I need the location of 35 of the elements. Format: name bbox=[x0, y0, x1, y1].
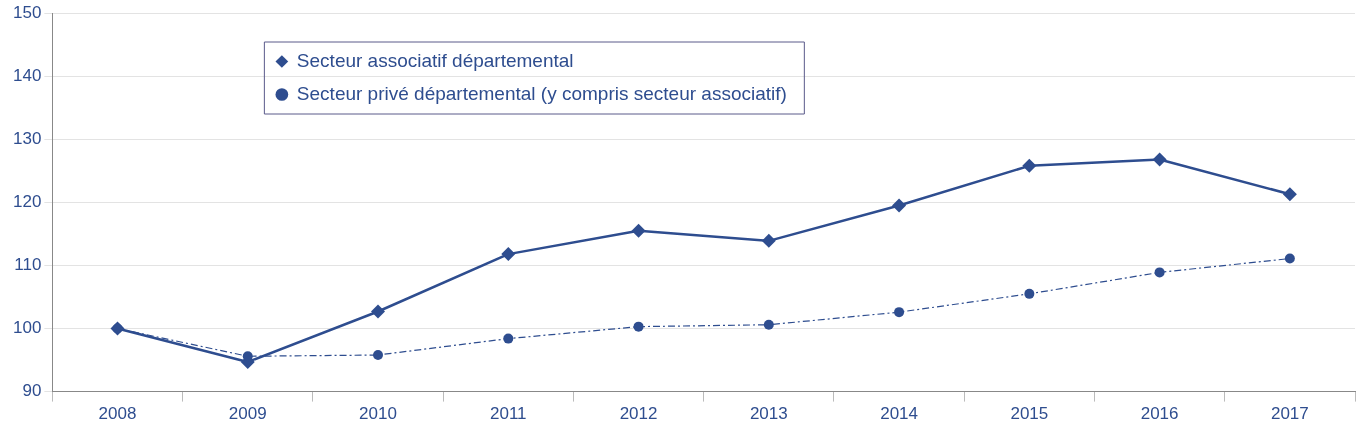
y-tick-label: 90 bbox=[22, 381, 42, 401]
y-tick-label: 110 bbox=[14, 255, 42, 275]
point bbox=[1152, 152, 1167, 167]
x-tick-label: 2017 bbox=[1270, 404, 1309, 424]
point bbox=[894, 307, 905, 318]
point bbox=[1022, 158, 1037, 173]
x-tick-label: 2009 bbox=[228, 404, 267, 424]
point bbox=[1284, 253, 1295, 264]
y-tick-label: 140 bbox=[12, 65, 42, 85]
y-tick-label: 150 bbox=[12, 2, 42, 22]
legend-label: Secteur associatif départemental bbox=[296, 49, 574, 71]
point bbox=[371, 304, 386, 319]
point bbox=[501, 247, 516, 262]
x-tick-label: 2008 bbox=[98, 404, 137, 424]
point bbox=[503, 333, 514, 344]
point bbox=[1282, 187, 1297, 202]
x-tick-label: 2010 bbox=[359, 404, 397, 424]
point bbox=[633, 321, 644, 332]
point bbox=[1024, 288, 1035, 299]
point bbox=[892, 198, 907, 213]
point bbox=[1154, 267, 1165, 278]
x-tick-label: 2015 bbox=[1010, 404, 1049, 424]
x-tick-label: 2016 bbox=[1140, 404, 1179, 424]
x-tick-label: 2011 bbox=[490, 404, 527, 424]
x-tick-label: 2013 bbox=[749, 404, 788, 424]
y-tick-label: 130 bbox=[12, 129, 42, 149]
legend-label: Secteur privé départemental (y compris secteur associatif) bbox=[296, 82, 787, 104]
x-tick-label: 2014 bbox=[880, 404, 918, 424]
point bbox=[763, 319, 774, 330]
y-tick-label: 120 bbox=[12, 192, 42, 212]
y-tick-label: 100 bbox=[12, 318, 42, 338]
x-tick-label: 2012 bbox=[619, 404, 658, 424]
point bbox=[373, 350, 384, 361]
point bbox=[761, 233, 776, 248]
point bbox=[631, 223, 646, 238]
